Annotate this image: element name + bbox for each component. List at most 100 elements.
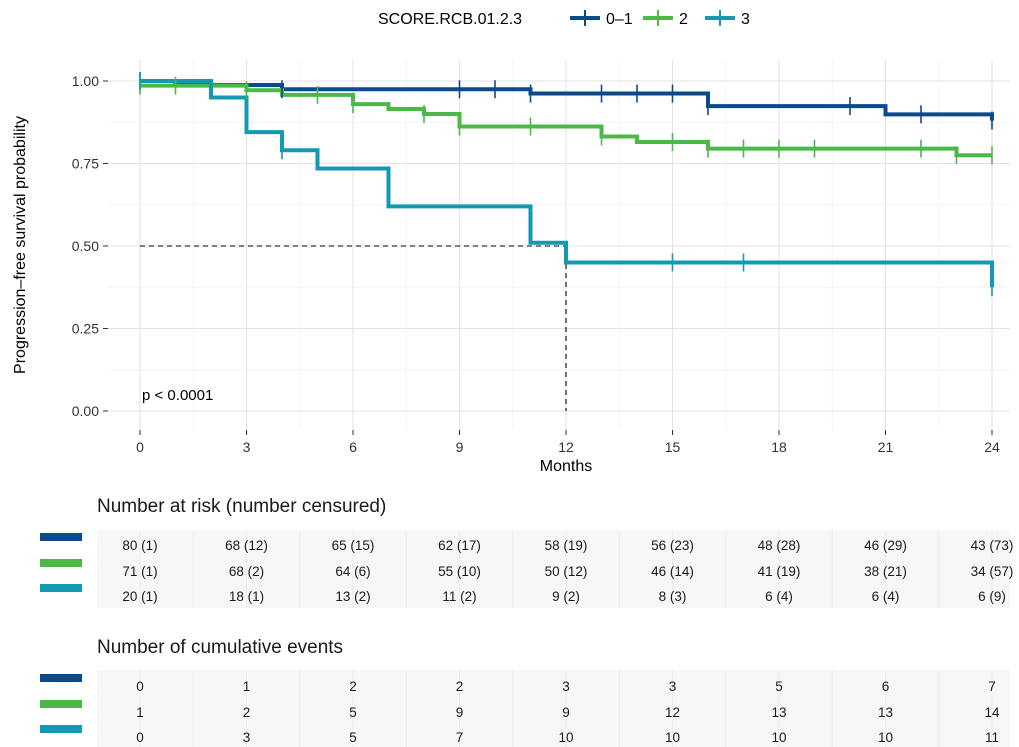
- median-reference-lines: [140, 245, 567, 411]
- table-stripes: [97, 670, 1010, 747]
- legend-label: 0–1: [606, 11, 633, 28]
- table-stripes: [97, 530, 1010, 608]
- table-cell: 71 (1): [122, 564, 157, 579]
- legend-item: 2: [643, 10, 688, 28]
- table-cell: 68 (12): [225, 538, 268, 553]
- risk-table: 80 (1) 68 (12) 65 (15) 62 (17) 58 (19) 56 (23…: [40, 530, 1013, 608]
- legend-title: SCORE.RCB.01.2.3: [378, 11, 522, 28]
- table-cell: 68 (2): [229, 564, 264, 579]
- group-color-swatch: [40, 674, 82, 682]
- x-tick-label: 3: [243, 439, 251, 455]
- table-cell: 2: [243, 705, 251, 720]
- x-tick-label: 0: [136, 439, 144, 455]
- table-cell: 41 (19): [758, 564, 801, 579]
- table-cell: 2: [456, 679, 464, 694]
- table-cell: 10: [771, 730, 786, 745]
- risk-table-title: Number at risk (number censured): [97, 496, 386, 517]
- table-cell: 10: [878, 730, 893, 745]
- table-cell: 13: [771, 705, 786, 720]
- table-row: 80 (1) 68 (12) 65 (15) 62 (17) 58 (19) 56 (23…: [40, 533, 1013, 553]
- group-color-swatch: [40, 725, 82, 733]
- table-cell: 5: [349, 705, 357, 720]
- table-cell: 0: [136, 730, 144, 745]
- legend-label: 3: [741, 11, 750, 28]
- x-tick-label: 12: [558, 439, 574, 455]
- table-cell: 3: [562, 679, 570, 694]
- table-cell: 11 (2): [442, 589, 476, 604]
- table-row: 0 1 2 2 3 3 5 6 7: [40, 674, 996, 694]
- x-tick-label: 6: [349, 439, 357, 455]
- x-tick-label: 15: [665, 439, 681, 455]
- table-cell: 6 (9): [978, 589, 1006, 604]
- group-color-swatch: [40, 533, 82, 541]
- x-tick-label: 18: [771, 439, 787, 455]
- table-cell: 6: [882, 679, 890, 694]
- table-cell: 65 (15): [332, 538, 375, 553]
- table-cell: 11: [985, 730, 999, 745]
- y-tick-label: 0.25: [72, 321, 99, 337]
- table-cell: 1: [243, 679, 251, 694]
- table-cell: 62 (17): [438, 538, 481, 553]
- table-cell: 6 (4): [872, 589, 900, 604]
- table-cell: 7: [988, 679, 996, 694]
- table-cell: 14: [984, 705, 1000, 720]
- legend-item: 0–1: [570, 10, 633, 28]
- plot-panel: p < 0.0001: [108, 60, 1010, 430]
- events-table: 0 1 2 2 3 3 5 6 71 2 5 9 9 12 13 13 140 3 5 7 10 10 10 10 11: [40, 670, 1010, 747]
- table-cell: 46 (14): [651, 564, 694, 579]
- x-axis-title: Months: [540, 458, 592, 475]
- table-cell: 20 (1): [122, 589, 157, 604]
- x-axis: 0 3 6 9 12 15 18 21 24: [136, 430, 1000, 455]
- table-cell: 0: [136, 679, 144, 694]
- table-cell: 50 (12): [545, 564, 588, 579]
- table-cell: 34 (57): [971, 564, 1014, 579]
- y-tick-label: 1.00: [72, 73, 99, 89]
- table-cell: 55 (10): [438, 564, 481, 579]
- table-band: [97, 670, 1010, 747]
- table-cell: 5: [349, 730, 357, 745]
- table-cell: 6 (4): [765, 589, 793, 604]
- panel-background: [108, 60, 1010, 430]
- y-tick-label: 0.50: [72, 238, 99, 254]
- x-tick-label: 9: [456, 439, 464, 455]
- table-cell: 9 (2): [552, 589, 580, 604]
- table-cell: 56 (23): [651, 538, 694, 553]
- table-cell: 1: [136, 705, 144, 720]
- x-tick-label: 21: [878, 439, 894, 455]
- table-cell: 80 (1): [122, 538, 157, 553]
- table-cell: 2: [349, 679, 357, 694]
- survival-curve: [140, 79, 994, 288]
- table-cell: 46 (29): [864, 538, 907, 553]
- table-cell: 43 (73): [971, 538, 1014, 553]
- table-cell: 38 (21): [864, 564, 907, 579]
- y-tick-label: 0.00: [72, 403, 99, 419]
- table-cell: 12: [665, 705, 680, 720]
- table-row: 71 (1) 68 (2) 64 (6) 55 (10) 50 (12) 46 (14) 4…: [40, 559, 1013, 579]
- y-axis-title: Progression–free survival probability: [12, 116, 29, 374]
- group-color-swatch: [40, 559, 82, 567]
- censor-marks: [139, 72, 993, 297]
- table-cell: 10: [558, 730, 573, 745]
- table-cell: 7: [456, 730, 464, 745]
- x-tick-label: 24: [984, 439, 1000, 455]
- table-cell: 48 (28): [758, 538, 801, 553]
- table-cell: 3: [243, 730, 251, 745]
- table-row: 1 2 5 9 9 12 13 13 14: [40, 700, 1000, 720]
- legend-label: 2: [679, 11, 688, 28]
- y-tick-label: 0.75: [72, 156, 99, 172]
- table-cell: 13 (2): [335, 589, 370, 604]
- legend: 0–1 2 3: [570, 10, 750, 28]
- y-axis: 0.00 0.25 0.50 0.75 1.00: [72, 73, 108, 419]
- table-cell: 9: [562, 705, 570, 720]
- table-row: 0 3 5 7 10 10 10 10 11: [40, 725, 999, 745]
- group-color-swatch: [40, 700, 82, 708]
- table-cell: 13: [878, 705, 893, 720]
- table-row: 20 (1) 18 (1) 13 (2) 11 (2) 9 (2) 8 (3) 6 (4) 6…: [40, 584, 1006, 604]
- table-cell: 9: [456, 705, 464, 720]
- table-cell: 58 (19): [545, 538, 588, 553]
- table-cell: 5: [775, 679, 783, 694]
- p-value-annotation: p < 0.0001: [142, 387, 213, 404]
- table-cell: 3: [669, 679, 677, 694]
